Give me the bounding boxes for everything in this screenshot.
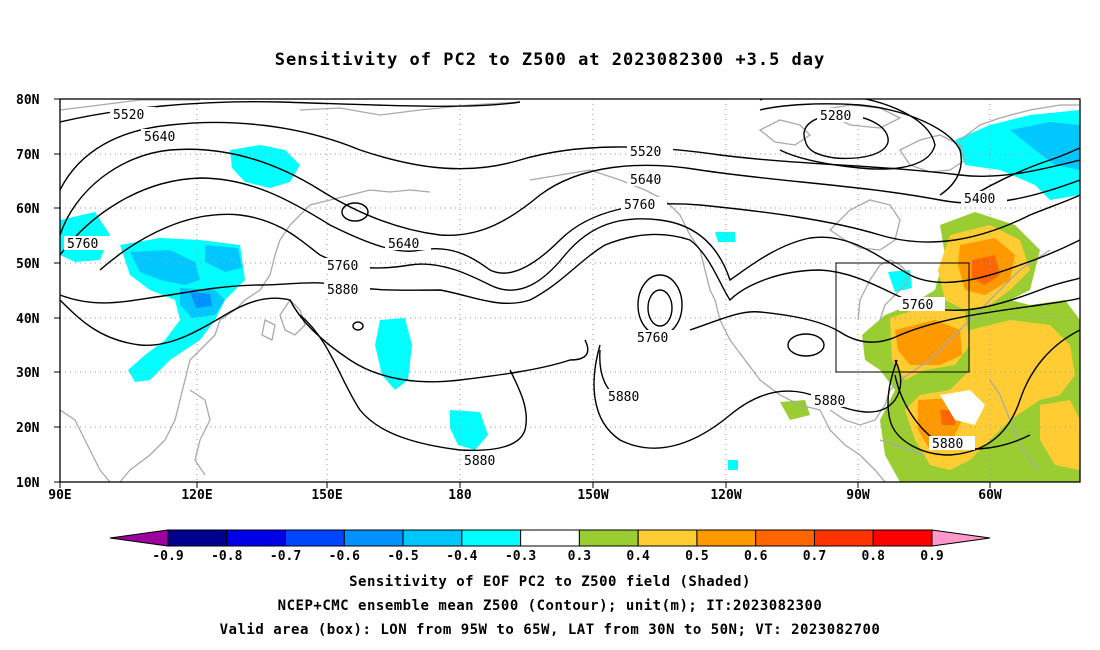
lon-label: 120W bbox=[710, 488, 741, 503]
contour-label: 5640 bbox=[388, 237, 419, 252]
lat-label: 70N bbox=[16, 148, 40, 163]
lon-label: 60W bbox=[978, 488, 1002, 503]
lon-label: 180 bbox=[448, 488, 472, 503]
contour-label: 5760 bbox=[624, 198, 655, 213]
colorbar-left-arrow bbox=[109, 529, 169, 547]
contour-label: 5880 bbox=[464, 454, 495, 469]
contour-label: 5520 bbox=[630, 145, 661, 160]
contour-label: 5760 bbox=[67, 237, 98, 252]
map-title: Sensitivity of PC2 to Z500 at 2023082300… bbox=[274, 50, 826, 70]
footer-line-3: Valid area (box): LON from 95W to 65W, L… bbox=[219, 622, 881, 638]
colorbar-swatch bbox=[402, 529, 463, 547]
contour-label: 5280 bbox=[820, 109, 851, 124]
colorbar-swatch bbox=[285, 529, 345, 547]
lat-label: 80N bbox=[16, 93, 40, 108]
contour-label: 5880 bbox=[814, 394, 845, 409]
lon-label: 90W bbox=[846, 488, 870, 503]
contour-label: 5760 bbox=[327, 259, 358, 274]
footer-line-1: Sensitivity of EOF PC2 to Z500 field (Sh… bbox=[349, 574, 751, 590]
colorbar-swatch bbox=[755, 529, 815, 547]
colorbar-label: 0.8 bbox=[861, 549, 885, 564]
colorbar-swatch bbox=[578, 529, 639, 547]
lon-label: 90E bbox=[48, 488, 71, 503]
colorbar-label: 0.3 bbox=[568, 549, 591, 564]
colorbar-swatch bbox=[696, 529, 757, 547]
contour-label: 5880 bbox=[327, 283, 358, 298]
contour-label: 5640 bbox=[144, 130, 175, 145]
colorbar-label: -0.9 bbox=[152, 549, 183, 564]
contour-label: 5760 bbox=[637, 331, 668, 346]
lat-label: 50N bbox=[16, 257, 40, 272]
colorbar-swatch bbox=[520, 529, 580, 547]
colorbar-swatch bbox=[872, 529, 933, 547]
contour-label: 5520 bbox=[113, 108, 144, 123]
map-frame bbox=[59, 98, 1081, 483]
colorbar-label: -0.8 bbox=[211, 549, 242, 564]
lat-label: 10N bbox=[16, 476, 40, 491]
contour-label: 5400 bbox=[964, 192, 995, 207]
colorbar-label: 0.4 bbox=[626, 549, 650, 564]
contour-label: 5880 bbox=[608, 390, 639, 405]
contour-label: 5760 bbox=[902, 298, 933, 313]
colorbar-label: 0.7 bbox=[803, 549, 826, 564]
axis-ticks bbox=[54, 98, 991, 488]
colorbar-right-arrow bbox=[931, 529, 991, 547]
colorbar-label: -0.7 bbox=[270, 549, 301, 564]
latitude-labels: 80N 70N 60N 50N 40N 30N 20N 10N bbox=[16, 93, 40, 491]
colorbar-label: -0.3 bbox=[505, 549, 536, 564]
colorbar-swatch bbox=[637, 529, 698, 547]
lon-label: 150E bbox=[311, 488, 342, 503]
valid-area-box bbox=[835, 262, 970, 373]
colorbar-swatch bbox=[343, 529, 404, 547]
colorbar-label: 0.9 bbox=[920, 549, 943, 564]
lat-label: 30N bbox=[16, 366, 40, 381]
contour-label: 5880 bbox=[932, 437, 963, 452]
colorbar-label: -0.5 bbox=[387, 549, 418, 564]
coastlines bbox=[60, 99, 1080, 482]
lon-label: 150W bbox=[577, 488, 608, 503]
lon-label: 120E bbox=[181, 488, 212, 503]
positive-sensitivity-shading bbox=[780, 212, 1080, 482]
colorbar-swatch bbox=[461, 529, 522, 547]
colorbar-swatch bbox=[226, 529, 287, 547]
longitude-labels: 90E 120E 150E 180 150W 120W 90W 60W bbox=[48, 488, 1002, 503]
colorbar: -0.9 -0.8 -0.7 -0.6 -0.5 -0.4 -0.3 0.3 0.4 0.5 0.6… bbox=[109, 529, 991, 564]
colorbar-swatch bbox=[167, 529, 228, 547]
colorbar-label: -0.4 bbox=[446, 549, 477, 564]
lat-label: 20N bbox=[16, 421, 40, 436]
lat-label: 40N bbox=[16, 312, 40, 327]
colorbar-label: 0.5 bbox=[685, 549, 708, 564]
colorbar-label: 0.6 bbox=[744, 549, 768, 564]
lat-label: 60N bbox=[16, 202, 40, 217]
contour-labels: 5280 5400 5520 5520 5640 5640 5640 5760 … bbox=[64, 107, 1007, 469]
footer-line-2: NCEP+CMC ensemble mean Z500 (Contour); u… bbox=[277, 598, 823, 614]
colorbar-label: -0.6 bbox=[329, 549, 360, 564]
contour-label: 5640 bbox=[630, 173, 661, 188]
colorbar-swatch bbox=[813, 529, 874, 547]
